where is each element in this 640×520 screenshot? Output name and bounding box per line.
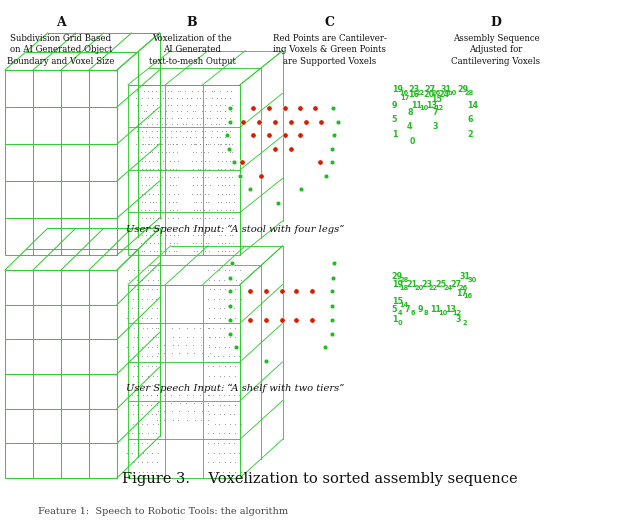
Text: 0: 0 [410,137,415,146]
Text: 11: 11 [411,100,422,110]
Text: b0: b0 [448,89,457,96]
Text: 26: 26 [458,285,467,291]
Text: User Speech Input: “A shelf with two tiers”: User Speech Input: “A shelf with two tie… [126,384,345,393]
Text: 3: 3 [456,315,461,324]
Text: 30: 30 [467,277,476,283]
Text: 4: 4 [398,310,403,316]
Text: 15: 15 [392,297,403,306]
Text: 19: 19 [392,280,403,290]
Text: 10: 10 [438,310,447,316]
Text: B: B [187,16,197,29]
Text: 1: 1 [392,315,397,324]
Text: 27: 27 [451,280,461,290]
Text: 16: 16 [408,90,419,99]
Text: 25: 25 [436,280,447,290]
Text: 5: 5 [392,305,397,315]
Text: 28: 28 [465,89,474,96]
Text: 12: 12 [434,105,443,111]
Text: 5: 5 [392,115,397,124]
Text: 15: 15 [431,95,442,105]
Text: Assembly Sequence
Adjusted for
Cantilevering Voxels: Assembly Sequence Adjusted for Cantileve… [451,34,541,66]
Text: D: D [491,16,501,29]
Text: 2: 2 [467,129,473,139]
Text: 18: 18 [399,285,408,291]
Text: 20: 20 [423,90,434,99]
Text: 14: 14 [399,302,408,308]
Text: 27: 27 [424,85,435,94]
Text: 2: 2 [462,320,467,326]
Text: 4: 4 [407,122,413,132]
Text: 29: 29 [457,85,468,94]
Text: 23: 23 [408,85,419,94]
Text: 17: 17 [456,289,467,298]
Text: 9: 9 [392,100,397,110]
Text: Subdivision Grid Based
on AI Generated Object
Boundary and Voxel Size: Subdivision Grid Based on AI Generated O… [7,34,115,66]
Text: 1: 1 [392,129,397,139]
Text: 31: 31 [460,272,470,281]
Text: 12: 12 [452,310,461,316]
Text: 24: 24 [444,285,452,291]
Text: A: A [56,16,66,29]
Text: 22: 22 [429,285,438,291]
Text: 16: 16 [399,89,408,96]
Text: Voxelization of the
AI Generated
text-to-mesh Output: Voxelization of the AI Generated text-to… [148,34,236,66]
Text: 7: 7 [433,108,438,117]
Text: 6: 6 [467,115,473,124]
Text: 29: 29 [392,272,403,281]
Text: 23: 23 [421,280,432,290]
Text: 31: 31 [440,85,451,94]
Text: 24: 24 [438,90,449,99]
Text: 11: 11 [430,305,441,315]
Text: 13: 13 [445,305,456,315]
Text: 22: 22 [416,89,425,96]
Text: 17: 17 [400,95,409,101]
Text: Feature 1:  Speech to Robotic Tools: the algorithm: Feature 1: Speech to Robotic Tools: the … [38,507,289,516]
Text: Figure 3.    Voxelization to sorted assembly sequence: Figure 3. Voxelization to sorted assembl… [122,472,518,486]
Text: Red Points are Cantilever-
ing Voxels & Green Points
are Supported Voxels: Red Points are Cantilever- ing Voxels & … [273,34,387,66]
Text: 28: 28 [399,277,408,283]
Text: 8: 8 [424,310,428,316]
Text: User Speech Input: “A stool with four legs”: User Speech Input: “A stool with four le… [126,225,345,234]
Text: 6: 6 [411,310,415,316]
Text: 21: 21 [406,280,417,290]
Text: 26: 26 [432,89,441,96]
Text: 19: 19 [392,85,403,94]
Text: 20: 20 [414,285,423,291]
Text: 7: 7 [404,305,410,315]
Text: 0: 0 [398,320,403,326]
Text: 10: 10 [419,105,428,111]
Text: C: C [324,16,335,29]
Text: 9: 9 [417,305,423,315]
Text: 13: 13 [426,100,437,110]
Text: 16: 16 [463,293,472,300]
Text: 3: 3 [433,122,438,132]
Text: 8: 8 [407,108,413,117]
Text: 14: 14 [467,100,478,110]
